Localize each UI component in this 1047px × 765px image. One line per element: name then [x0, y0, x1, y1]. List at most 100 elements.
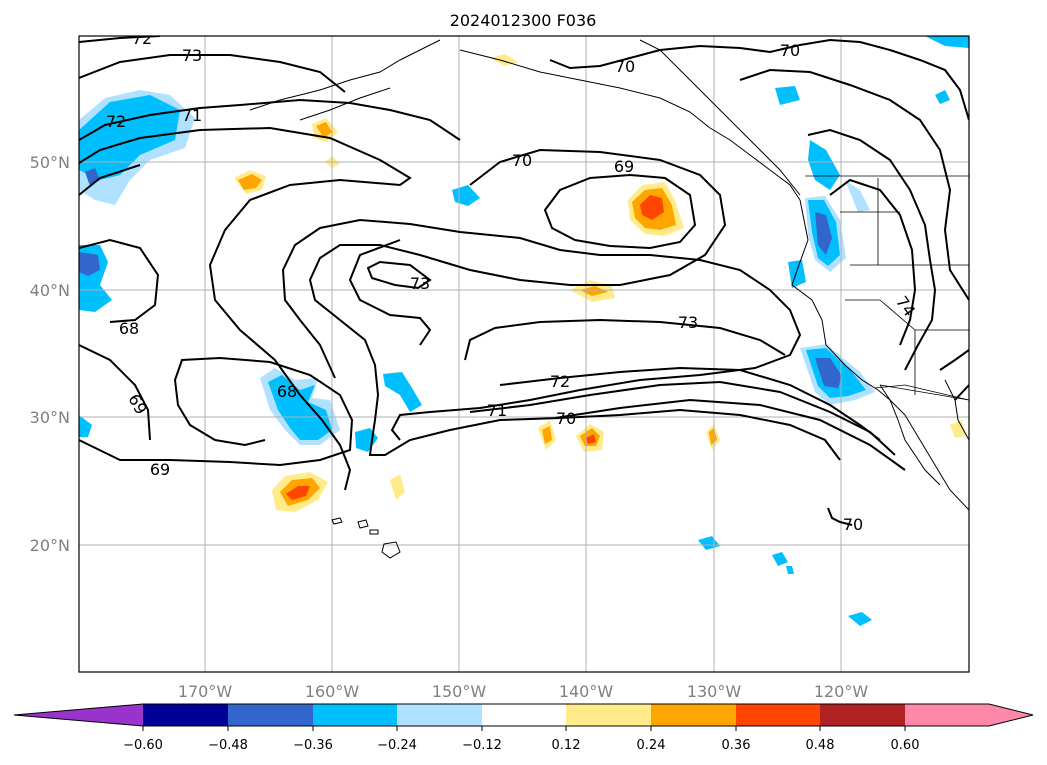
coastline-bc — [639, 39, 801, 196]
longitude-labels: 170°W 160°W 150°W 140°W 130°W 120°W — [178, 682, 869, 701]
contour-72-nw — [79, 36, 161, 43]
anomaly-positive-3-core — [238, 174, 262, 190]
map-area: 72 73 71 72 70 70 70 69 73 68 73 72 71 7… — [79, 29, 969, 672]
anomaly-negative-ne4 — [845, 180, 870, 212]
contour-73-nw — [79, 54, 346, 93]
contour-label: 71 — [487, 401, 507, 420]
contour-72-main — [499, 366, 881, 441]
contour-label: 68 — [119, 319, 139, 338]
hawaii-islands — [331, 517, 401, 559]
contour-70-small — [827, 507, 853, 526]
contour-label: 70 — [843, 515, 863, 534]
contour-73-center — [366, 260, 432, 290]
anomaly-negative-coast-ca — [788, 260, 806, 288]
gridlines — [79, 36, 969, 672]
contour-73-east — [829, 178, 917, 346]
contour-69-south — [79, 356, 354, 467]
contour-73-main — [464, 318, 786, 361]
colorbar-bin — [397, 704, 482, 726]
contour-label: 72 — [550, 372, 570, 391]
contour-70-main — [554, 398, 906, 471]
contour-label: 71 — [182, 106, 202, 125]
colorbar-under-arrow — [14, 704, 143, 726]
colorbar-tick-label: −0.24 — [377, 738, 417, 753]
contour-label: 73 — [678, 313, 698, 332]
contour-label: 70 — [512, 151, 532, 170]
contour-label: 72 — [106, 112, 126, 131]
anomaly-negative-w-core — [79, 252, 100, 276]
contours — [79, 36, 969, 526]
coastline-alaska — [249, 39, 801, 201]
colorbar-bin — [820, 704, 905, 726]
anomaly-negative-coast-n — [808, 140, 840, 190]
contour-69-se — [939, 349, 969, 371]
lat-label-40n: 40°N — [30, 281, 70, 300]
colorbar-tick-label: 0.36 — [722, 738, 751, 753]
contour-71-west — [79, 126, 412, 491]
colorbar-tick-label: 0.12 — [552, 738, 581, 753]
lon-label-170w: 170°W — [178, 682, 233, 701]
contour-72-lower — [348, 239, 432, 346]
colorbar-bin — [651, 704, 736, 726]
lon-label-130w: 130°W — [687, 682, 742, 701]
contour-70-nw-wide — [79, 164, 141, 196]
contour-labels: 72 73 71 72 70 70 70 69 73 68 73 72 71 7… — [106, 29, 919, 534]
anomaly-negative-s2 — [772, 552, 788, 566]
colorbar-tick-label: −0.12 — [462, 738, 502, 753]
anomaly-positive-9-hot — [586, 434, 596, 444]
anomaly-negative-ne — [775, 86, 800, 105]
latitude-labels: 50°N 40°N 30°N 20°N — [30, 153, 70, 555]
colorbar-tick-label: 0.48 — [806, 738, 835, 753]
contour-68-se — [954, 384, 969, 401]
lat-label-30n: 30°N — [30, 408, 70, 427]
contour-74-east — [807, 128, 937, 371]
coastline-us-west — [791, 199, 969, 511]
contour-label: 69 — [614, 157, 634, 176]
anomaly-positive-10-core — [709, 428, 717, 445]
contour-label: 70 — [615, 57, 635, 76]
border-states — [840, 178, 969, 401]
anomaly-negative-c — [383, 372, 422, 412]
anomaly-positive-4-core — [316, 122, 332, 138]
anomaly-negative-ne2 — [935, 90, 950, 104]
contour-label: 72 — [132, 29, 152, 48]
anomaly-positive-7-core — [580, 286, 608, 296]
colorbar-tick-label: −0.36 — [293, 738, 333, 753]
map-frame — [78, 35, 970, 673]
contour-70-central — [308, 148, 841, 461]
lat-label-20n: 20°N — [30, 536, 70, 555]
anomaly-negative-coast-s-deep — [815, 358, 842, 388]
contour-68-west — [79, 238, 160, 323]
anomaly-positive-8-core — [542, 426, 552, 444]
contour-71-main — [469, 380, 896, 456]
anomaly-positive-11 — [950, 420, 966, 438]
colorbar-bin — [228, 704, 313, 726]
contour-label: 68 — [277, 382, 297, 401]
anomaly-negative-w2 — [79, 415, 92, 437]
lon-label-140w: 140°W — [559, 682, 614, 701]
colorbar-bin — [736, 704, 820, 726]
colorbar-bin — [313, 704, 397, 726]
colorbar-bin — [566, 704, 651, 726]
anomaly-negative-s3 — [848, 612, 872, 626]
map-title: 2024012300 F036 — [450, 11, 597, 30]
lon-label-160w: 160°W — [305, 682, 360, 701]
contour-70-nw-loop — [739, 68, 969, 301]
colorbar: −0.60 −0.48 −0.36 −0.24 −0.12 0.12 0.24 … — [13, 703, 1034, 753]
anomaly-negative-coast-mid-deep — [815, 212, 832, 255]
contour-label: 73 — [410, 274, 430, 293]
colorbar-tick-label: −0.48 — [208, 738, 248, 753]
colorbar-tick-label: 0.24 — [637, 738, 666, 753]
colorbar-bin — [905, 704, 989, 726]
anomaly-negative-cw-core — [268, 375, 332, 440]
lon-label-120w: 120°W — [814, 682, 869, 701]
anomaly-negative-s4 — [786, 566, 794, 574]
anomaly-positive-1-hot — [286, 486, 310, 500]
contour-label: 69 — [150, 460, 170, 479]
contour-label: 70 — [780, 41, 800, 60]
anomaly-negative-ne3 — [925, 36, 969, 48]
anomaly-positive-main-hot — [640, 195, 664, 220]
anomaly-negative-nw-core — [79, 95, 180, 180]
colorbar-tick-label: 0.60 — [891, 738, 920, 753]
